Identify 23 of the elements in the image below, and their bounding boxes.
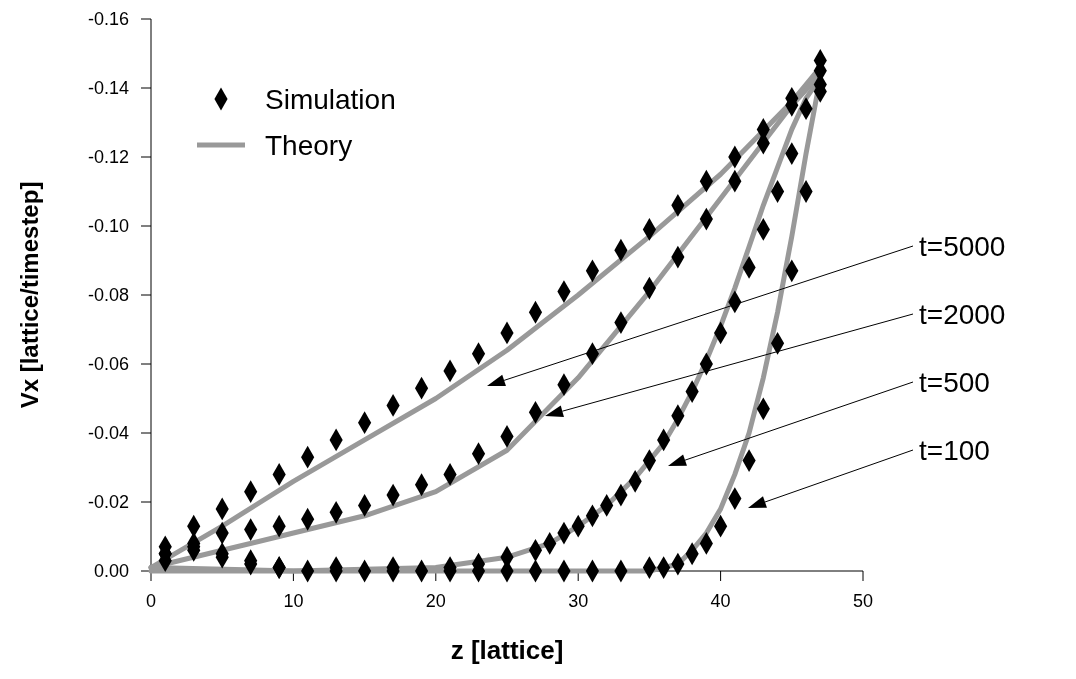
y-tick-label: -0.08 — [87, 285, 129, 305]
text: t=5000 — [919, 231, 1006, 262]
y-tick-label: -0.16 — [87, 9, 129, 29]
text: t=100 — [919, 435, 990, 466]
x-axis-title: z [lattice] — [450, 635, 564, 665]
x-tick-label: 40 — [710, 591, 731, 611]
y-axis-title: Vx [lattice/timestep] — [16, 181, 43, 409]
x-tick-label: 20 — [425, 591, 446, 611]
y-tick-label: 0.00 — [93, 561, 129, 581]
y-tick-label: -0.06 — [87, 354, 129, 374]
y-tick-label: -0.10 — [87, 216, 129, 236]
legend-label: Theory — [265, 130, 353, 161]
text: t=2000 — [919, 299, 1006, 330]
x-tick-label: 30 — [568, 591, 589, 611]
x-tick-label: 10 — [283, 591, 304, 611]
text: t=500 — [919, 367, 990, 398]
x-tick-label: 0 — [145, 591, 157, 611]
legend-label: Simulation — [265, 84, 396, 115]
y-tick-label: -0.04 — [87, 423, 129, 443]
y-tick-label: -0.12 — [87, 147, 129, 167]
y-tick-label: -0.02 — [87, 492, 129, 512]
y-tick-label: -0.14 — [87, 78, 129, 98]
x-tick-label: 50 — [852, 591, 874, 611]
